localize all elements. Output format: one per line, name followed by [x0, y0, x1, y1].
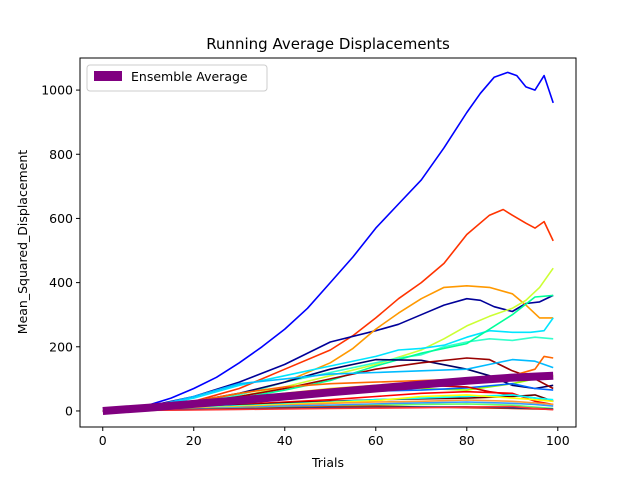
series-line-0 [102, 71, 554, 412]
plot-frame [79, 57, 577, 428]
chart-title: Running Average Displacements [206, 35, 450, 53]
ensemble-average-line [102, 371, 554, 415]
series-group [102, 71, 554, 415]
y-tick-label: 800 [49, 147, 73, 162]
y-tick-label: 1000 [41, 83, 73, 98]
x-axis-label: Trials [311, 455, 344, 470]
x-axis: 0 20 40 60 80 100 [99, 427, 570, 448]
series-line-6 [102, 317, 554, 412]
x-tick-label: 40 [277, 433, 293, 448]
y-axis: 0 200 400 600 800 1000 [41, 83, 80, 418]
legend-entry-label: Ensemble Average [131, 69, 248, 84]
series-line-1 [102, 208, 554, 412]
y-tick-label: 200 [49, 339, 73, 354]
x-tick-label: 80 [459, 433, 475, 448]
series-line-2 [102, 294, 554, 412]
x-tick-label: 100 [546, 433, 570, 448]
x-tick-label: 0 [99, 433, 107, 448]
y-axis-label: Mean_Squared_Displacement [15, 150, 30, 335]
y-tick-label: 0 [65, 403, 73, 418]
series-line-10 [102, 358, 554, 412]
y-tick-label: 600 [49, 211, 73, 226]
series-line-25 [102, 405, 554, 412]
legend: Ensemble Average [86, 64, 268, 92]
x-tick-label: 20 [186, 433, 202, 448]
legend-box [86, 64, 268, 92]
y-tick-label: 400 [49, 275, 73, 290]
legend-swatch [94, 71, 122, 81]
x-tick-label: 60 [368, 433, 384, 448]
